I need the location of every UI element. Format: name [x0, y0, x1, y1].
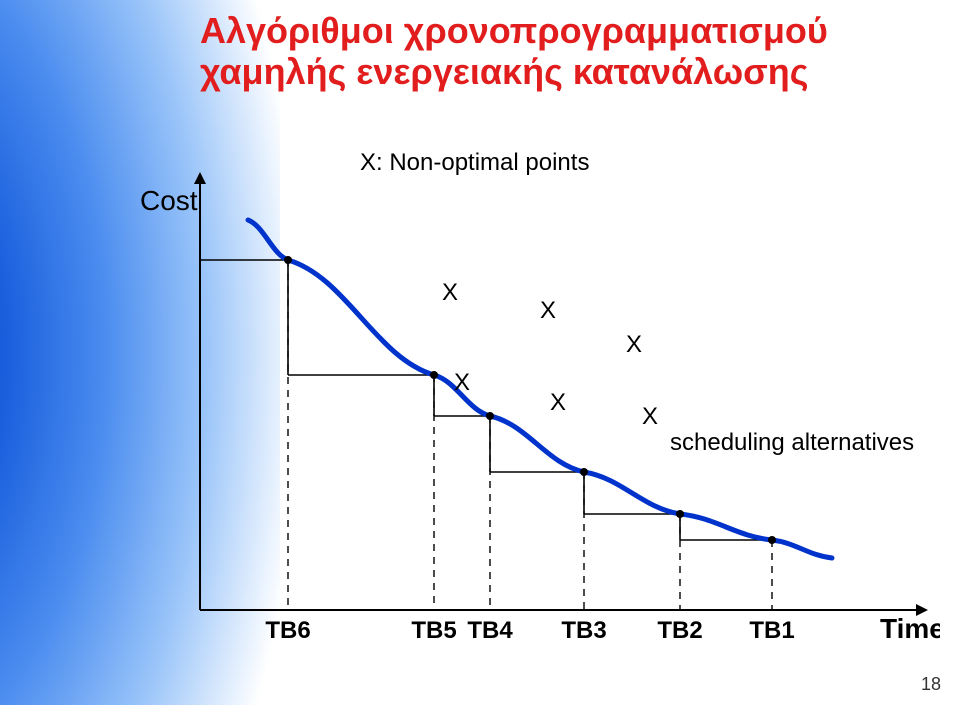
page-number: 18 — [921, 674, 941, 695]
svg-text:X: Non-optimal points: X: Non-optimal points — [360, 149, 589, 176]
svg-text:TB1: TB1 — [749, 617, 794, 644]
svg-text:X: X — [550, 389, 566, 416]
slide-title: Αλγόριθμοι χρονοπρογραμματισμού χαμηλής … — [200, 10, 828, 93]
cost-timebudget-chart: Cost X: Non-optimal points X X X X X Xschedulin… — [140, 120, 940, 650]
svg-text:X: X — [642, 403, 658, 430]
svg-text:TB3: TB3 — [561, 617, 606, 644]
svg-text:Time-Budget: Time-Budget — [880, 613, 940, 644]
svg-text:Cost: Cost — [140, 185, 198, 216]
svg-text:TB2: TB2 — [657, 617, 702, 644]
svg-text:X: X — [442, 279, 458, 306]
svg-text:X: X — [626, 331, 642, 358]
svg-text:TB5: TB5 — [411, 617, 456, 644]
title-line-1: Αλγόριθμοι χρονοπρογραμματισμού — [200, 10, 828, 51]
svg-text:TB4: TB4 — [467, 617, 513, 644]
svg-text:scheduling alternatives: scheduling alternatives — [670, 429, 914, 456]
svg-text:X: X — [454, 369, 470, 396]
title-line-2: χαμηλής ενεργειακής κατανάλωσης — [200, 51, 828, 92]
svg-text:X: X — [540, 297, 556, 324]
svg-text:TB6: TB6 — [265, 617, 310, 644]
